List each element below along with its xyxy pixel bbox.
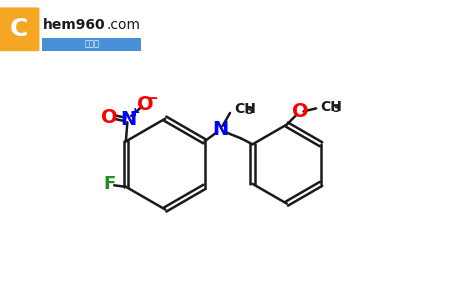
Text: O: O: [292, 102, 308, 121]
Text: F: F: [104, 175, 116, 193]
Text: +: +: [130, 106, 141, 120]
Text: N: N: [121, 110, 137, 129]
Text: −: −: [146, 91, 159, 106]
Text: CH: CH: [320, 100, 342, 114]
Text: O: O: [101, 108, 118, 127]
Text: CH: CH: [234, 102, 255, 116]
Text: 化工网: 化工网: [84, 40, 99, 49]
Text: 3: 3: [333, 104, 340, 114]
FancyBboxPatch shape: [43, 38, 141, 51]
Text: .com: .com: [106, 18, 140, 32]
FancyBboxPatch shape: [0, 7, 39, 51]
Text: O: O: [137, 95, 153, 114]
Text: hem960: hem960: [43, 18, 105, 32]
Text: C: C: [10, 17, 28, 41]
Text: N: N: [212, 120, 229, 139]
Text: 3: 3: [246, 106, 253, 117]
